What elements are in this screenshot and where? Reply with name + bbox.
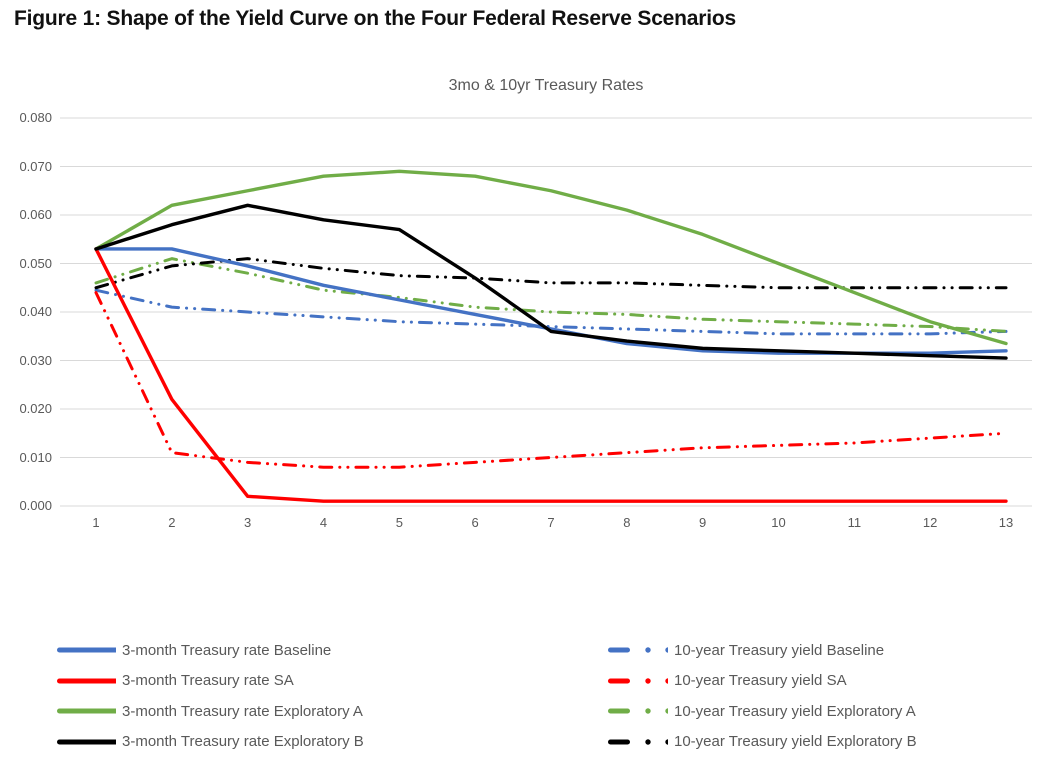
legend-item-10-year-treasury-yield-baseline: 10-year Treasury yield Baseline <box>608 640 884 660</box>
legend-item-3-month-treasury-rate-exploratory-a: 3-month Treasury rate Exploratory A <box>57 701 363 721</box>
x-tick-label: 6 <box>471 515 479 530</box>
x-tick-label: 2 <box>168 515 176 530</box>
y-tick-label: 0.000 <box>19 498 52 513</box>
legend-solid-line-swatch <box>57 708 116 714</box>
y-tick-label: 0.050 <box>19 255 52 271</box>
x-tick-label: 11 <box>847 515 862 530</box>
legend-solid-line-swatch <box>57 739 116 745</box>
series-line-10-year-treasury-yield-exploratory-b <box>94 257 1008 290</box>
y-tick-label: 0.020 <box>19 401 52 416</box>
x-tick-label: 13 <box>998 515 1014 530</box>
series-line-3-month-treasury-rate-sa <box>94 247 1008 503</box>
series-line-10-year-treasury-yield-baseline <box>94 288 1008 336</box>
legend-dash-dot-line-swatch <box>608 739 668 745</box>
x-tick-label: 9 <box>699 515 707 530</box>
x-tick-label: 3 <box>244 515 252 530</box>
legend-solid-line-swatch <box>57 678 116 684</box>
legend-label: 3-month Treasury rate Exploratory A <box>122 702 363 720</box>
series-line-10-year-treasury-yield-sa <box>94 291 1008 469</box>
legend-item-3-month-treasury-rate-baseline: 3-month Treasury rate Baseline <box>57 640 331 660</box>
y-tick-label: 0.010 <box>19 449 52 465</box>
series-line-10-year-treasury-yield-exploratory-a <box>94 257 1008 333</box>
series-line-3-month-treasury-rate-exploratory-b <box>94 203 1008 360</box>
legend-item-10-year-treasury-yield-exploratory-a: 10-year Treasury yield Exploratory A <box>608 701 916 721</box>
x-tick-label: 7 <box>547 515 555 530</box>
y-tick-label: 0.080 <box>19 110 52 125</box>
legend-dash-dot-line-swatch <box>608 677 668 684</box>
legend-label: 3-month Treasury rate SA <box>122 672 294 690</box>
x-tick-label: 1 <box>92 515 100 530</box>
x-tick-label: 8 <box>623 515 631 530</box>
y-tick-label: 0.060 <box>19 207 52 222</box>
legend-dash-dot-line-swatch <box>608 708 668 714</box>
x-tick-label: 5 <box>395 515 403 530</box>
y-tick-label: 0.040 <box>19 304 52 319</box>
legend-dash-dot-line-swatch <box>608 647 668 653</box>
y-tick-label: 0.030 <box>19 352 52 368</box>
x-tick-label: 10 <box>771 515 786 530</box>
legend-item-10-year-treasury-yield-exploratory-b: 10-year Treasury yield Exploratory B <box>608 732 917 752</box>
legend-label: 10-year Treasury yield Baseline <box>674 641 885 659</box>
legend-label: 3-month Treasury rate Exploratory B <box>122 733 364 751</box>
legend-label: 3-month Treasury rate Baseline <box>122 641 332 659</box>
legend-item-3-month-treasury-rate-exploratory-b: 3-month Treasury rate Exploratory B <box>57 732 364 752</box>
plot-area <box>60 117 1032 507</box>
series-line-3-month-treasury-rate-exploratory-a <box>94 169 1008 346</box>
x-tick-label: 12 <box>922 515 938 530</box>
legend-item-3-month-treasury-rate-sa: 3-month Treasury rate SA <box>57 671 294 691</box>
y-tick-label: 0.070 <box>19 158 52 174</box>
x-tick-label: 4 <box>319 515 328 530</box>
figure-title: Figure 1: Shape of the Yield Curve on th… <box>14 7 736 30</box>
legend-item-10-year-treasury-yield-sa: 10-year Treasury yield SA <box>608 671 847 691</box>
legend-solid-line-swatch <box>57 647 116 653</box>
legend-label: 10-year Treasury yield SA <box>674 672 847 690</box>
series-line-3-month-treasury-rate-baseline <box>94 247 1008 355</box>
legend-label: 10-year Treasury yield Exploratory B <box>674 733 917 751</box>
legend-label: 10-year Treasury yield Exploratory A <box>674 702 916 720</box>
chart-title: 3mo & 10yr Treasury Rates <box>448 77 644 94</box>
